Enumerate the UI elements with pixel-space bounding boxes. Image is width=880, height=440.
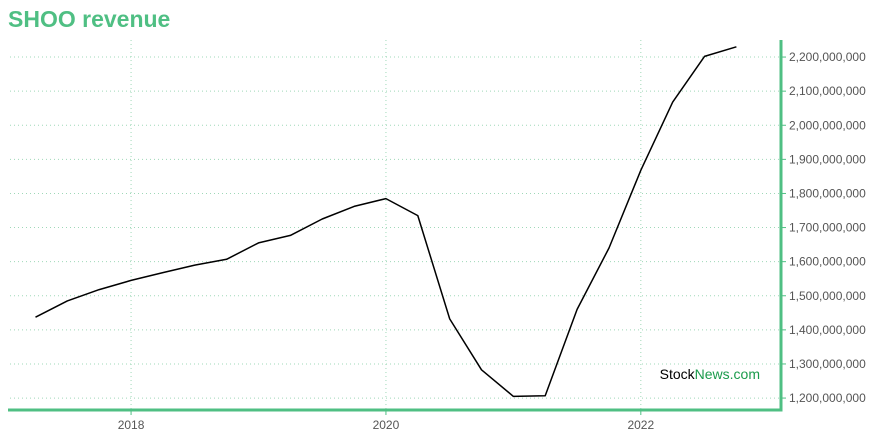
series: [35, 46, 737, 398]
y-axis-ticks: 1,200,000,000 1,300,000,000 1,400,000,000 1…: [781, 50, 866, 405]
chart-title: SHOO revenue: [8, 6, 171, 32]
y-tick-label: 1,600,000,000: [789, 255, 866, 269]
y-tick-label: 2,000,000,000: [789, 118, 866, 132]
y-tick-label: 2,100,000,000: [789, 84, 866, 98]
y-tick-label: 1,800,000,000: [789, 186, 866, 200]
x-tick-label: 2020: [373, 418, 400, 432]
y-tick-label: 1,500,000,000: [789, 289, 866, 303]
y-tick-label: 1,400,000,000: [789, 323, 866, 337]
grid: [10, 40, 781, 410]
x-tick-label: 2018: [118, 418, 145, 432]
y-tick-label: 2,200,000,000: [789, 50, 866, 64]
y-tick-label: 1,700,000,000: [789, 221, 866, 235]
y-tick-label: 1,900,000,000: [789, 152, 866, 166]
x-axis-ticks: 2018 2020 2022: [118, 410, 654, 432]
y-tick-label: 1,200,000,000: [789, 391, 866, 405]
watermark-news: News: [695, 366, 730, 382]
watermark-com: .com: [730, 366, 760, 382]
axes: [8, 40, 783, 412]
watermark: StockNews.com: [660, 366, 760, 382]
revenue-line: [35, 46, 737, 398]
x-tick-label: 2022: [627, 418, 654, 432]
y-tick-label: 1,300,000,000: [789, 357, 866, 371]
watermark-stock: Stock: [660, 366, 696, 382]
